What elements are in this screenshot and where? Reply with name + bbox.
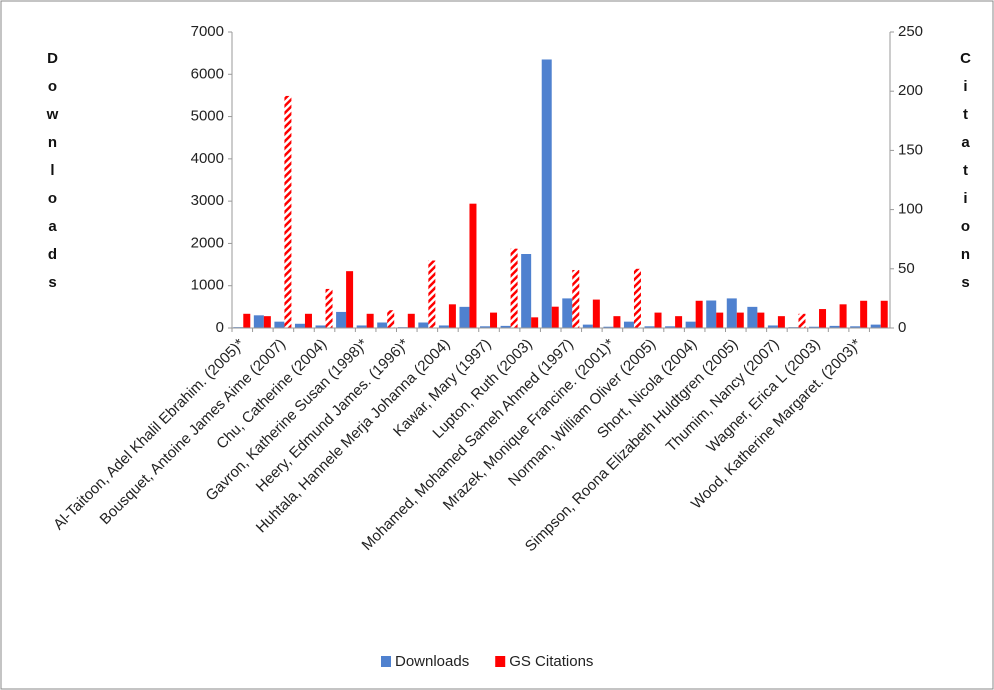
bar: [747, 306, 758, 328]
bar: [870, 324, 881, 328]
bar: [315, 325, 326, 328]
bar: [562, 298, 573, 328]
bar: [480, 326, 491, 328]
bar: [726, 298, 737, 328]
y-tick-label: 0: [216, 319, 224, 336]
bar: [880, 300, 888, 328]
bar: [572, 269, 580, 328]
bar: [500, 325, 511, 328]
bar: [263, 316, 271, 328]
bar: [387, 310, 395, 328]
bar: [582, 324, 593, 328]
bar: [274, 321, 285, 328]
y2-tick-label: 150: [898, 141, 923, 158]
y2-axis-title: Citations: [957, 50, 974, 302]
y-tick-label: 2000: [191, 234, 224, 251]
bar: [613, 316, 621, 328]
bar: [551, 306, 559, 328]
legend-label: GS Citations: [509, 653, 593, 670]
bar: [510, 248, 518, 328]
bar: [294, 323, 305, 328]
y2-tick-label: 100: [898, 201, 923, 218]
legend-label: Downloads: [395, 653, 469, 670]
bar: [757, 312, 765, 328]
bar: [860, 300, 868, 328]
bar: [243, 313, 251, 328]
bar: [521, 254, 532, 328]
bar: [541, 59, 552, 328]
bar: [253, 315, 264, 328]
bar: [603, 326, 614, 328]
bar: [644, 326, 655, 328]
bar: [428, 260, 436, 328]
bar: [531, 317, 539, 328]
legend-swatch: [381, 656, 391, 667]
legend-swatch: [495, 656, 506, 667]
bar: [623, 321, 634, 328]
bar: [839, 304, 847, 328]
bar: [819, 309, 827, 328]
bar: [346, 271, 354, 328]
bar: [356, 325, 367, 328]
bar: [304, 313, 312, 328]
y-tick-label: 1000: [191, 277, 224, 294]
y2-tick-label: 200: [898, 82, 923, 99]
bar: [438, 325, 449, 328]
bar: [633, 268, 641, 328]
y-tick-label: 5000: [191, 108, 224, 125]
y2-tick-label: 250: [898, 23, 923, 40]
bar: [767, 325, 778, 328]
bar: [798, 313, 806, 328]
bar: [777, 316, 785, 328]
bar: [407, 313, 415, 328]
bar: [284, 95, 292, 328]
bar: [809, 326, 820, 328]
y-tick-label: 3000: [191, 192, 224, 209]
bar: [850, 326, 861, 328]
y-tick-label: 4000: [191, 150, 224, 167]
bar: [675, 316, 683, 328]
bar: [448, 304, 456, 328]
bar: [336, 311, 347, 328]
bar: [654, 312, 662, 328]
bar: [665, 326, 676, 328]
bar: [695, 300, 703, 328]
bar: [418, 322, 429, 328]
y2-tick-label: 50: [898, 260, 915, 277]
bar: [706, 300, 717, 328]
bar: [736, 312, 744, 328]
bar: [490, 312, 498, 328]
x-tick-label: Bousquet, Antoine James Aime (2007): [97, 336, 289, 528]
y-tick-label: 6000: [191, 65, 224, 82]
y2-tick-label: 0: [898, 319, 906, 336]
bar: [325, 288, 333, 328]
bar: [366, 313, 374, 328]
y-axis-title: Downloads: [44, 50, 61, 302]
bar: [377, 322, 388, 328]
bar: [716, 312, 724, 328]
bar: [592, 299, 600, 328]
bar: [459, 306, 470, 328]
y-tick-label: 7000: [191, 23, 224, 40]
bar: [829, 325, 840, 328]
bar: [685, 321, 696, 328]
bar: [469, 203, 477, 328]
